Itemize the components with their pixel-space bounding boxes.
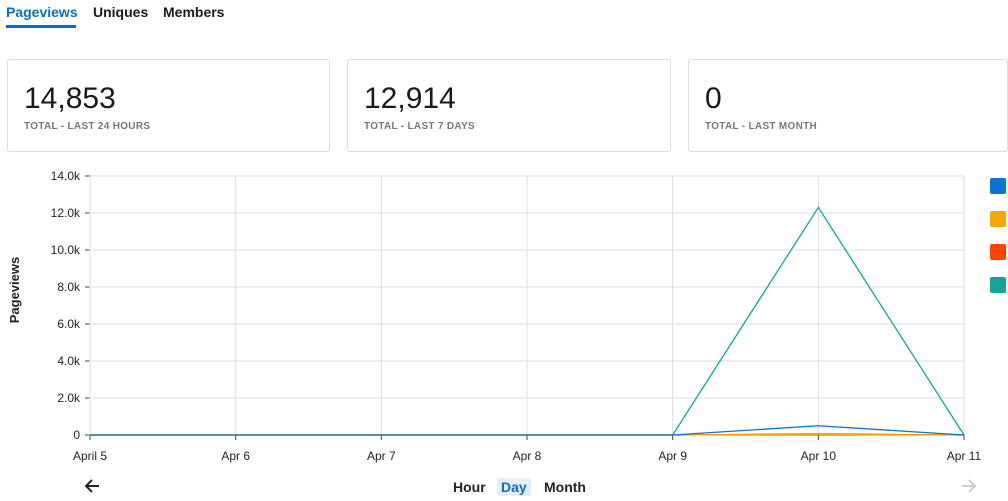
tab[interactable]: Pageviews xyxy=(6,4,78,20)
stat-value: 14,853 xyxy=(24,82,116,115)
tab[interactable]: Uniques xyxy=(93,4,149,20)
legend-swatch xyxy=(990,277,1006,293)
y-axis-label: Pageviews xyxy=(7,257,22,324)
x-tick-label: Apr 10 xyxy=(801,449,837,463)
prev-arrow[interactable] xyxy=(84,479,99,493)
tab[interactable]: Members xyxy=(163,4,225,20)
y-tick-label: 4.0k xyxy=(57,354,81,368)
stat-card: 12,914 TOTAL - LAST 7 DAYS xyxy=(347,59,671,152)
y-tick-label: 10.0k xyxy=(51,243,81,257)
x-tick-label: Apr 11 xyxy=(947,449,982,463)
granularity-button[interactable]: Day xyxy=(497,478,531,496)
y-tick-label: 0 xyxy=(73,428,80,442)
stat-label: TOTAL - LAST 7 DAYS xyxy=(364,121,475,132)
y-tick-label: 8.0k xyxy=(57,280,81,294)
granularity-button[interactable]: Hour xyxy=(453,479,486,495)
x-tick-label: Apr 7 xyxy=(367,449,396,463)
x-tick-label: Apr 8 xyxy=(513,449,542,463)
stat-label: TOTAL - LAST MONTH xyxy=(705,121,818,132)
tab-underline xyxy=(6,25,76,28)
y-tick-label: 14.0k xyxy=(51,169,81,183)
granularity-button[interactable]: Month xyxy=(544,479,586,495)
stat-value: 12,914 xyxy=(364,82,456,115)
legend-swatch xyxy=(990,178,1006,194)
y-tick-label: 2.0k xyxy=(57,391,81,405)
y-tick-label: 6.0k xyxy=(57,317,81,331)
legend-swatch xyxy=(990,211,1006,227)
stat-value: 0 xyxy=(705,82,722,115)
legend-swatch xyxy=(990,244,1006,260)
next-arrow[interactable] xyxy=(962,479,977,493)
x-tick-label: April 5 xyxy=(73,449,107,463)
y-tick-label: 12.0k xyxy=(51,206,81,220)
stat-card: 14,853 TOTAL - LAST 24 HOURS xyxy=(7,59,330,152)
x-tick-label: Apr 9 xyxy=(658,449,687,463)
stat-label: TOTAL - LAST 24 HOURS xyxy=(24,121,151,132)
line xyxy=(90,425,965,436)
x-tick-label: Apr 6 xyxy=(221,449,250,463)
